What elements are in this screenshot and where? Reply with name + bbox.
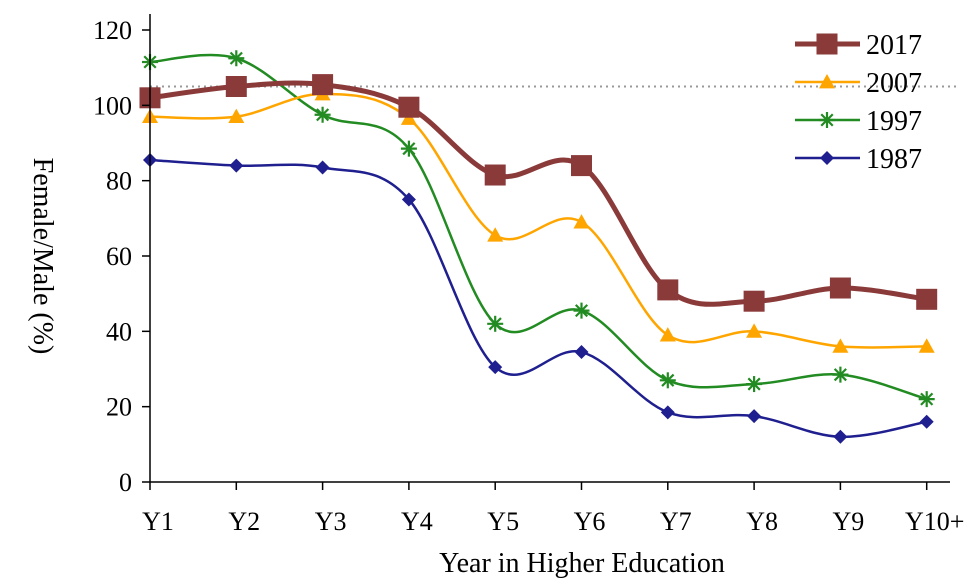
data-point-2017 — [657, 279, 679, 301]
legend-marker — [820, 151, 834, 165]
data-point-1997-stroke — [661, 373, 675, 387]
series-line-2017 — [149, 80, 928, 307]
x-tick-label: Y3 — [315, 507, 347, 536]
data-point-2007 — [573, 214, 590, 229]
data-point-1997-stroke — [920, 392, 934, 406]
data-point-2007 — [832, 338, 849, 353]
legend-marker-stroke — [820, 113, 834, 127]
x-tick-label: Y9 — [833, 507, 865, 536]
data-point-2017 — [829, 277, 851, 299]
x-tick-label: Y8 — [746, 507, 778, 536]
x-tick-label: Y10+ — [905, 507, 964, 536]
x-tick-label: Y7 — [660, 507, 692, 536]
data-point-2007 — [228, 108, 245, 124]
data-point-1987 — [660, 405, 675, 420]
data-point-1997 — [400, 140, 417, 157]
data-point-1997 — [487, 315, 504, 332]
data-point-1997-stroke — [316, 108, 330, 122]
legend-item-1987: 1987 — [795, 144, 922, 175]
data-point-1987 — [488, 360, 503, 375]
y-tick-label: 80 — [106, 167, 132, 196]
data-point-2017 — [743, 290, 765, 312]
data-point-1997 — [314, 106, 331, 123]
y-tick-label: 60 — [106, 242, 132, 271]
data-point-1997 — [573, 302, 590, 319]
data-point-1987 — [919, 414, 934, 429]
plot-area — [139, 50, 960, 444]
legend-item-2017: 2017 — [795, 30, 922, 61]
data-point-1987 — [315, 160, 330, 175]
data-point-1997 — [746, 376, 763, 393]
data-point-1987 — [574, 345, 589, 360]
data-point-1997 — [832, 366, 849, 383]
axes: 0 20 40 60 80 100 120 Y1 Y2 Y3 Y4 Y5 Y6 Y7 Y8 Y9 Y10+ — [93, 14, 964, 536]
data-point-2007 — [746, 323, 763, 338]
data-point-1997-stroke — [488, 317, 502, 331]
data-point-1987 — [401, 192, 416, 207]
data-point-1997 — [228, 50, 245, 67]
y-tick-label: 100 — [93, 91, 132, 120]
series-1997 — [142, 50, 935, 408]
series-line-1997 — [149, 53, 928, 401]
data-point-1997-stroke — [747, 377, 761, 391]
x-axis-title: Year in Higher Education — [439, 548, 725, 578]
data-point-2017 — [312, 74, 334, 96]
legend-item-1997: 1997 — [795, 106, 922, 137]
data-point-2007 — [918, 338, 935, 353]
x-tick-label: Y6 — [574, 507, 606, 536]
x-tick-label: Y5 — [487, 507, 519, 536]
legend-marker — [819, 74, 835, 89]
data-point-1987 — [833, 429, 848, 444]
series-2017 — [139, 74, 938, 312]
legend-marker — [819, 112, 835, 128]
legend-marker — [816, 33, 838, 55]
y-tick-label: 40 — [106, 317, 132, 346]
data-point-1997-stroke — [229, 51, 243, 65]
legend-item-2007: 2007 — [795, 68, 922, 99]
data-point-2017 — [916, 288, 938, 310]
legend-label: 2007 — [866, 68, 922, 99]
series-2007 — [142, 86, 935, 353]
legend: 2017 2007 1997 1987 — [795, 30, 922, 175]
data-point-2017 — [398, 96, 420, 118]
legend-label: 2017 — [866, 30, 922, 61]
y-tick-label: 0 — [119, 468, 132, 497]
data-point-1997 — [659, 372, 676, 389]
data-point-2017 — [571, 155, 592, 177]
series-line-1987 — [149, 158, 927, 439]
data-point-2017 — [225, 76, 247, 97]
y-axis-title: Female/Male (%) — [27, 158, 58, 355]
legend-label: 1997 — [866, 106, 922, 137]
data-point-1997 — [918, 391, 935, 408]
data-point-2007 — [487, 227, 504, 242]
series-line-2007 — [149, 92, 927, 349]
legend-label: 1987 — [866, 144, 922, 175]
data-point-1987 — [229, 158, 244, 173]
data-point-1987 — [747, 409, 762, 424]
series-1987 — [143, 152, 934, 444]
y-tick-label: 20 — [106, 393, 132, 422]
x-tick-label: Y4 — [401, 507, 433, 536]
data-point-1997-stroke — [574, 304, 589, 318]
x-tick-label: Y1 — [142, 507, 174, 536]
data-point-1997-stroke — [402, 142, 416, 156]
x-tick-label: Y2 — [228, 507, 260, 536]
data-point-2007 — [659, 327, 676, 342]
data-point-1997-stroke — [833, 368, 847, 382]
data-point-2017 — [484, 164, 506, 186]
y-tick-label: 120 — [93, 16, 132, 45]
